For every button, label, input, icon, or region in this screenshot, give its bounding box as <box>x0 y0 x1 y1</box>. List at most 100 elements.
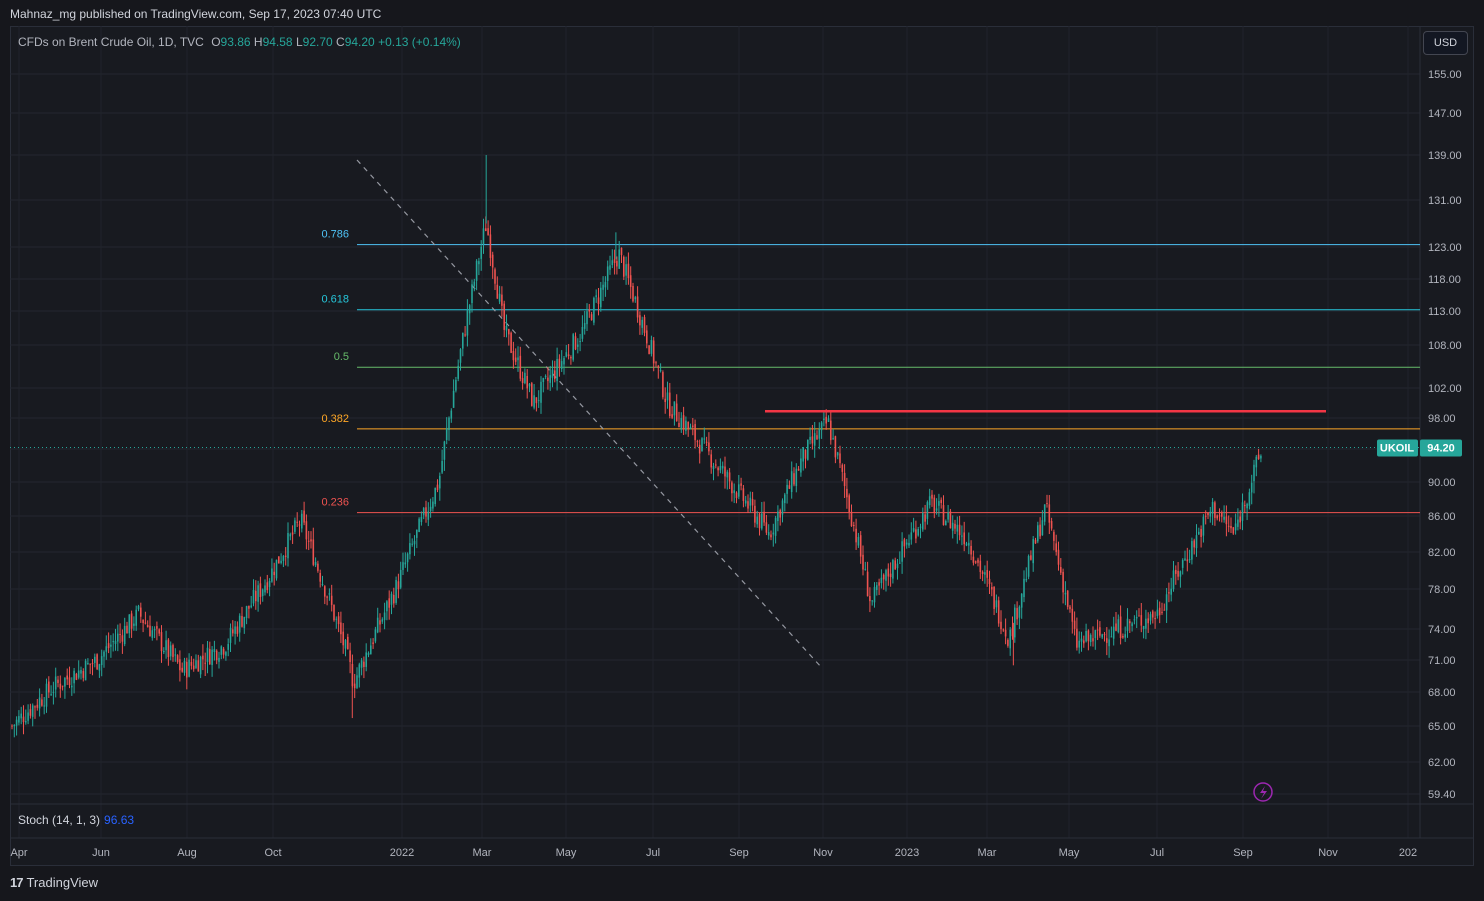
candle-body <box>363 661 365 668</box>
price-axis[interactable]: 155.00 147.00 139.00 131.00 123.00 118.00 113.… <box>1428 69 1462 801</box>
candle-body <box>942 505 945 526</box>
candle-body <box>15 719 18 726</box>
candle-body <box>544 376 547 378</box>
downtrend-line[interactable] <box>356 159 823 669</box>
candle-body <box>353 683 356 689</box>
candle-body <box>1193 540 1195 548</box>
candle-body <box>491 254 494 268</box>
candle-body <box>903 539 906 547</box>
candle-body <box>526 375 528 389</box>
candle-body <box>1032 539 1034 564</box>
price-tick-label: 155.00 <box>1428 69 1462 81</box>
candle-body <box>1103 634 1106 636</box>
symbol-legend[interactable]: CFDs on Brent Crude Oil, 1D, TVC O93.86 … <box>18 35 461 49</box>
candle-body <box>1112 626 1115 639</box>
candle-body <box>922 513 924 530</box>
candle-body <box>717 467 719 471</box>
candle-body <box>25 721 27 723</box>
candle-body <box>671 414 673 418</box>
candle-body <box>206 647 209 663</box>
candle-body <box>160 632 163 652</box>
candle-body <box>816 435 818 440</box>
candle-body <box>379 620 381 625</box>
candle-body <box>749 497 752 506</box>
candle-body <box>887 568 890 577</box>
chart-canvas[interactable]: 0.786 0.618 0.5 0.382 0.236 155.00 147.00 139.… <box>0 0 1484 866</box>
candle-body <box>496 284 499 299</box>
candle-body <box>1117 619 1120 632</box>
tradingview-logo[interactable]: 17 TradingView <box>10 875 98 890</box>
currency-button[interactable]: USD <box>1423 31 1468 55</box>
candle-body <box>726 471 729 478</box>
candle-body <box>266 582 269 591</box>
candle-body <box>678 422 680 428</box>
candle-body <box>574 336 577 350</box>
candle-body <box>466 310 469 336</box>
candle-body <box>326 596 328 598</box>
candle-body <box>1046 503 1048 505</box>
candle-body <box>972 556 975 563</box>
candle-body <box>188 659 190 677</box>
candle-body <box>268 580 271 588</box>
candle-body <box>747 501 749 509</box>
candles[interactable] <box>11 155 1262 738</box>
candle-body <box>501 294 503 306</box>
candle-body <box>1218 515 1221 517</box>
candle-body <box>756 516 758 525</box>
candle-body <box>261 589 264 597</box>
price-tick-label: 82.00 <box>1428 547 1456 559</box>
candle-body <box>337 616 340 625</box>
stoch-indicator-legend[interactable]: Stoch (14, 1, 3) 96.63 <box>18 813 134 827</box>
candle-body <box>1145 618 1147 629</box>
candle-body <box>41 699 43 706</box>
candle-body <box>1253 464 1255 482</box>
candle-body <box>27 712 29 721</box>
candle-body <box>89 663 91 665</box>
candle-body <box>459 349 462 363</box>
candle-body <box>1096 629 1099 631</box>
candle-body <box>275 559 278 579</box>
candle-body <box>372 642 374 645</box>
candle-body <box>257 585 259 602</box>
candle-body <box>1230 525 1232 529</box>
candle-body <box>225 652 227 656</box>
candle-body <box>1094 630 1097 639</box>
candle-body <box>1115 623 1117 631</box>
candle-body <box>1108 639 1110 647</box>
candle-body <box>395 579 397 603</box>
candle-body <box>301 513 303 529</box>
candle-body <box>1133 619 1136 621</box>
candle-body <box>595 295 597 297</box>
time-axis[interactable]: Apr Jun Aug Oct 2022 Mar May Jul Sep Nov 2023 Mar Ma… <box>10 847 1417 859</box>
candle-body <box>1039 524 1041 537</box>
candle-body <box>779 510 781 518</box>
candle-body <box>1161 611 1163 613</box>
lightning-icon[interactable] <box>1253 782 1273 802</box>
candle-body <box>1007 639 1009 646</box>
candle-body <box>1241 502 1244 521</box>
candle-body <box>813 433 816 446</box>
fibonacci-retracement[interactable]: 0.786 0.618 0.5 0.382 0.236 <box>321 229 1420 514</box>
candle-body <box>648 345 650 354</box>
candle-body <box>836 452 839 456</box>
candle-body <box>715 464 717 466</box>
candle-body <box>163 651 165 653</box>
candle-body <box>1092 638 1094 642</box>
candle-body <box>213 649 216 653</box>
price-tick-label: 131.00 <box>1428 195 1462 207</box>
candle-body <box>77 670 80 678</box>
candle-body <box>202 655 204 660</box>
candle-body <box>528 383 531 387</box>
candle-body <box>517 357 519 361</box>
candle-body <box>533 395 535 408</box>
candle-body <box>241 616 243 627</box>
candle-body <box>853 524 855 526</box>
price-tick-label: 113.00 <box>1428 306 1461 318</box>
candle-body <box>236 626 239 634</box>
candle-body <box>956 524 959 532</box>
candle-body <box>1200 528 1202 537</box>
candle-body <box>464 334 466 336</box>
candle-body <box>1076 628 1078 648</box>
price-tick-label: 86.00 <box>1428 511 1456 523</box>
publisher-line: Mahnaz_mg published on TradingView.com, … <box>10 7 382 21</box>
